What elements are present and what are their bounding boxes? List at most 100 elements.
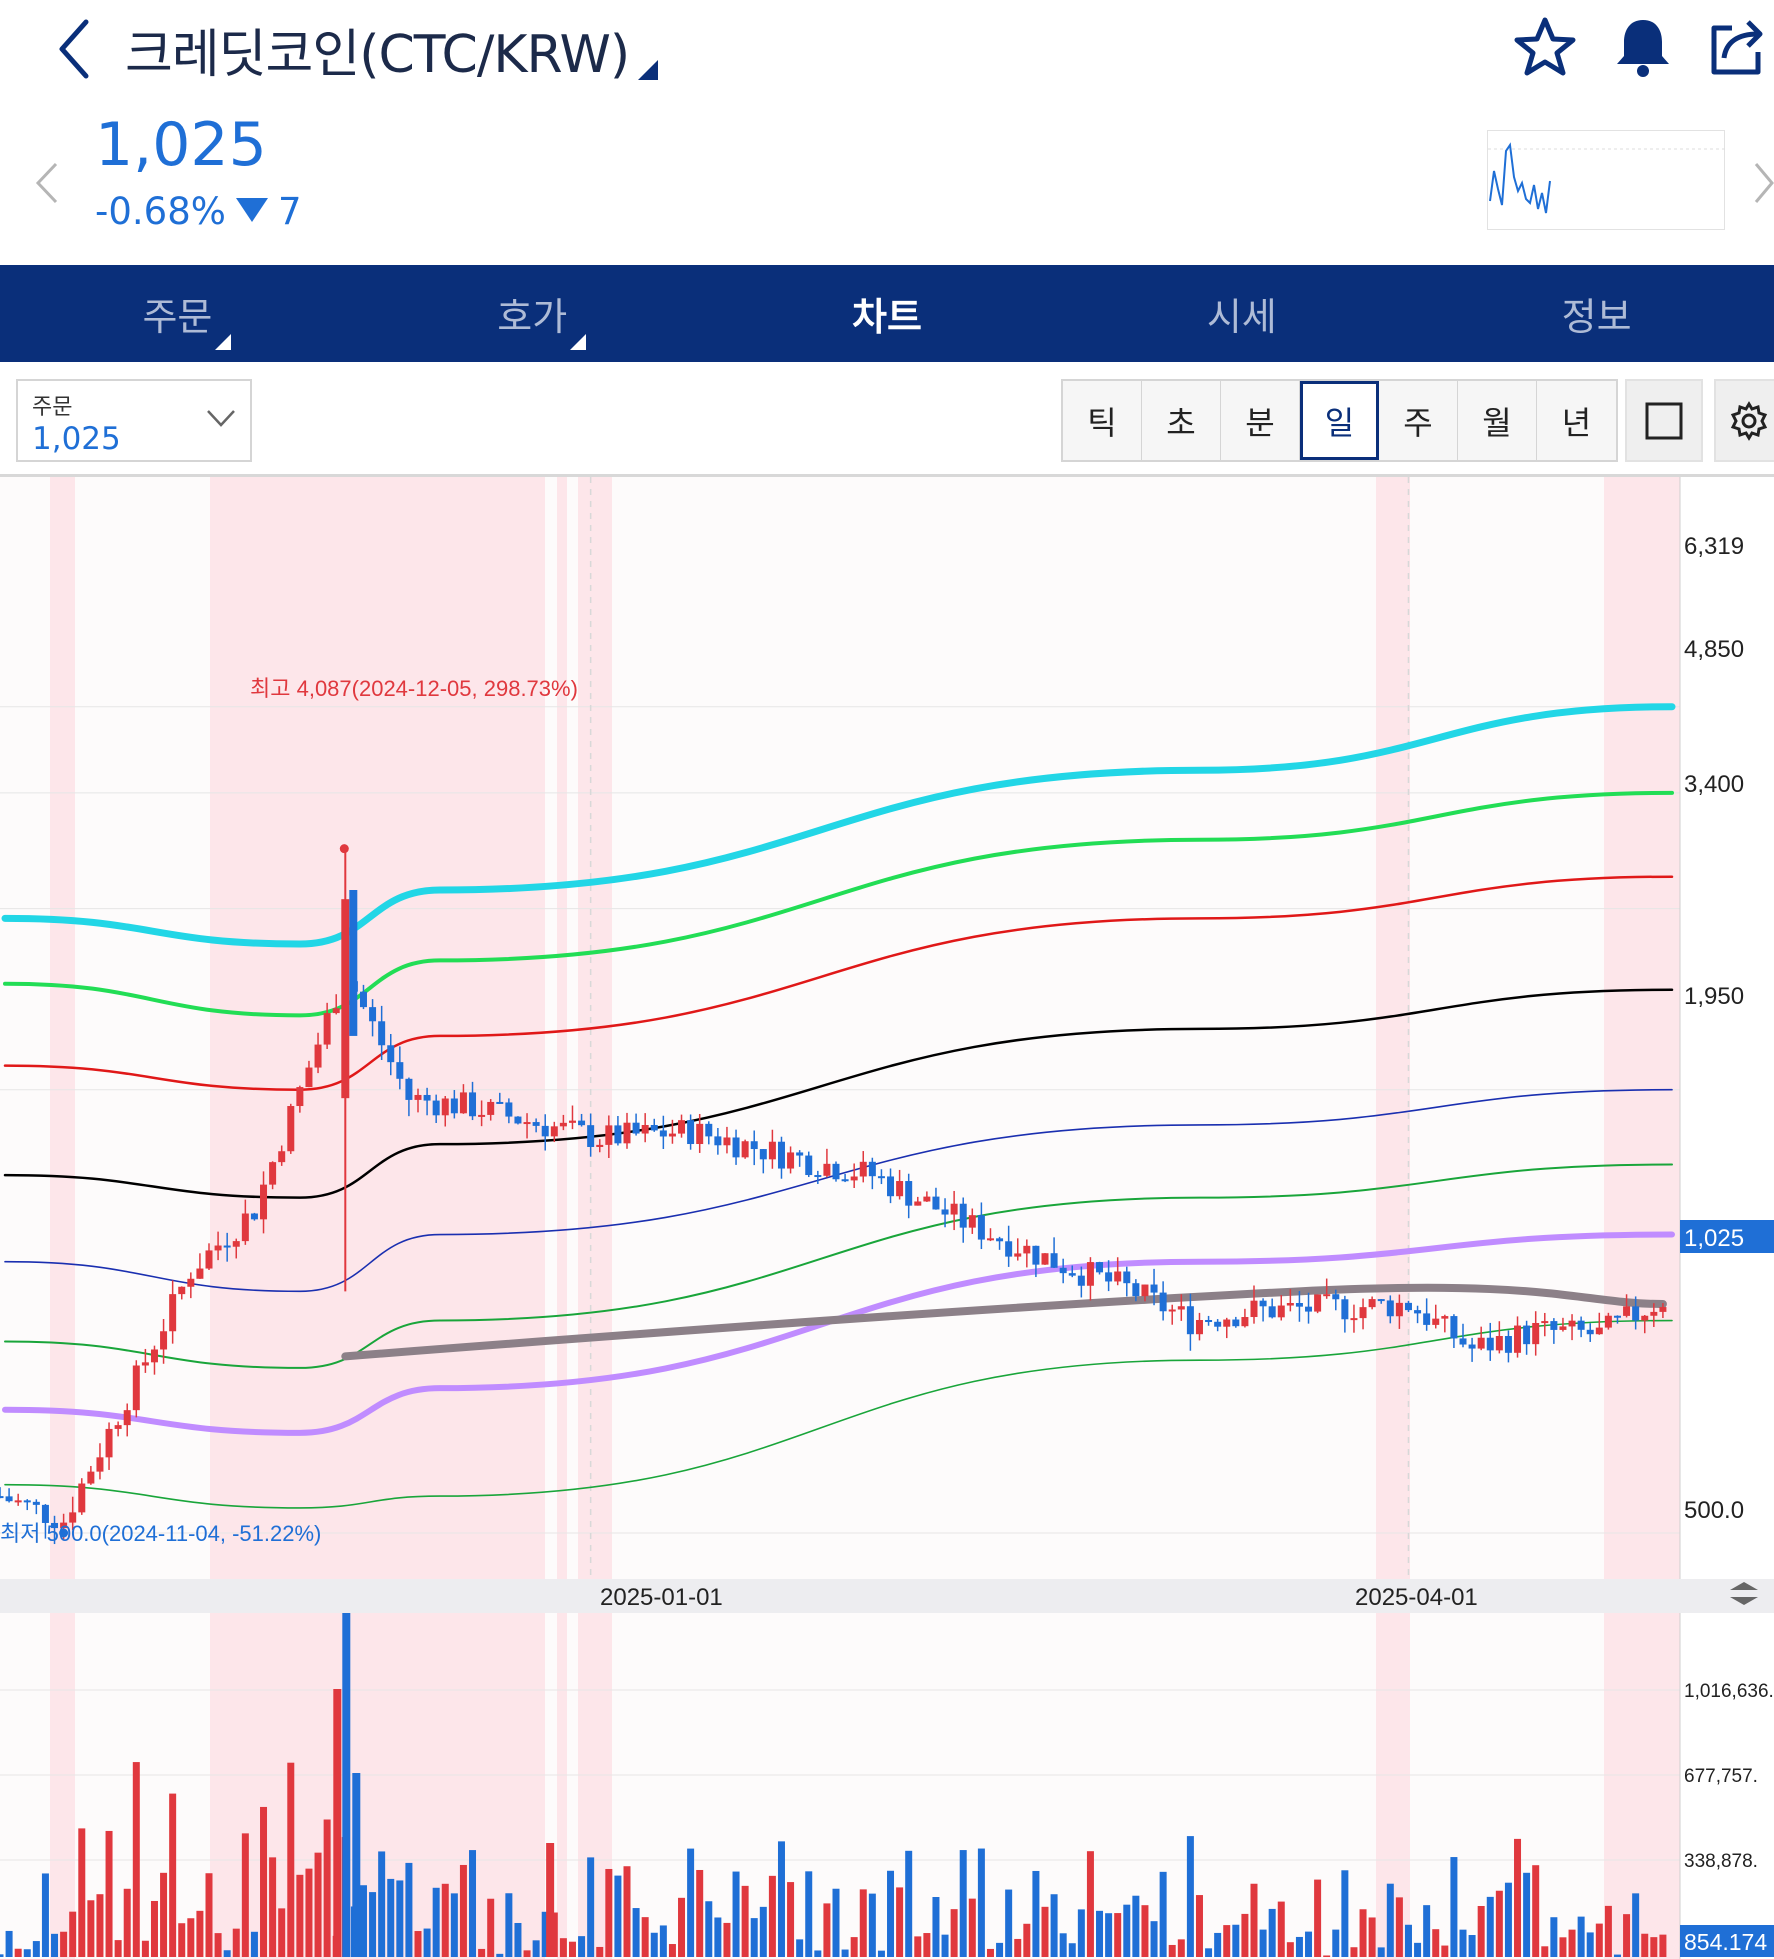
volume-bar <box>296 1874 304 1957</box>
next-arrow-icon[interactable] <box>1752 158 1774 208</box>
mini-chart[interactable] <box>1487 130 1726 230</box>
volume-bar <box>1186 1836 1194 1957</box>
volume-bar <box>796 1939 804 1957</box>
period-day[interactable]: 일 <box>1300 381 1379 460</box>
volume-bar <box>650 1932 658 1957</box>
volume-bar <box>1068 1943 1076 1957</box>
volume-bar <box>696 1869 704 1957</box>
volume-current-label: 854.174 <box>1684 1929 1767 1955</box>
volume-bar <box>1423 1905 1431 1957</box>
volume-bar <box>896 1887 904 1957</box>
volume-bar <box>986 1948 994 1957</box>
candle-body <box>1132 1283 1140 1297</box>
candle-body <box>1523 1325 1531 1345</box>
resize-handle-icon[interactable] <box>1730 1582 1758 1605</box>
candle-body <box>314 1044 322 1068</box>
volume-bar <box>60 1931 68 1957</box>
date-axis-strip <box>0 1579 1774 1613</box>
volume-bar <box>469 1850 477 1957</box>
candle-body <box>532 1122 540 1126</box>
candle-body <box>51 1522 59 1529</box>
volume-bar <box>587 1857 595 1957</box>
volume-bar <box>1305 1931 1313 1957</box>
candle-body <box>1613 1315 1621 1318</box>
volume-bar <box>1486 1896 1494 1957</box>
volume-bar <box>160 1872 168 1957</box>
volume-bar <box>405 1862 413 1957</box>
period-week[interactable]: 주 <box>1379 381 1458 460</box>
order-select[interactable]: 주문 1,025 <box>16 379 252 462</box>
candle-body <box>1295 1303 1303 1307</box>
volume-bar <box>1314 1879 1322 1957</box>
back-icon[interactable] <box>50 14 100 84</box>
volume-bar <box>287 1762 295 1957</box>
volume-bar <box>1514 1838 1522 1957</box>
volume-bar <box>877 1950 885 1957</box>
volume-bar <box>1595 1923 1603 1957</box>
tab-order[interactable]: 주문 <box>0 265 355 362</box>
bell-icon[interactable] <box>1608 12 1678 82</box>
period-tick[interactable]: 틱 <box>1063 381 1142 460</box>
tab-market[interactable]: 시세 <box>1064 265 1419 362</box>
volume-bar <box>169 1793 177 1957</box>
volume-bar <box>41 1873 49 1957</box>
volume-bar <box>859 1889 867 1957</box>
tab-info[interactable]: 정보 <box>1419 265 1774 362</box>
y-tick-label: 500.0 <box>1684 1497 1744 1524</box>
prev-arrow-icon[interactable] <box>32 158 62 208</box>
candle-body <box>1377 1299 1385 1302</box>
volume-bar <box>223 1950 231 1957</box>
candle-body <box>223 1245 231 1248</box>
volume-bar <box>123 1888 131 1957</box>
candle-body <box>114 1425 122 1429</box>
candle-body <box>841 1179 849 1182</box>
volume-bar <box>1232 1924 1240 1957</box>
volume-bar <box>914 1936 922 1957</box>
volume-bar <box>1477 1905 1485 1957</box>
volume-bar <box>387 1878 395 1957</box>
volume-bar <box>1223 1925 1231 1957</box>
candle-body <box>1105 1272 1113 1282</box>
volume-bar <box>641 1917 649 1957</box>
period-minute[interactable]: 분 <box>1221 381 1300 460</box>
candle-body <box>1305 1306 1313 1312</box>
volume-bar <box>250 1931 258 1957</box>
x-tick-label: 2025-04-01 <box>1355 1584 1478 1611</box>
star-icon[interactable] <box>1510 12 1580 82</box>
volume-bar <box>1341 1870 1349 1957</box>
share-icon[interactable] <box>1702 12 1772 82</box>
candle-body <box>1123 1271 1131 1284</box>
candle-body <box>1386 1300 1394 1317</box>
title-dropdown-icon[interactable] <box>638 60 658 80</box>
candle-body <box>650 1124 658 1131</box>
layout-button[interactable] <box>1625 379 1703 462</box>
chart-controls: 주문 1,025 틱 초 분 일 주 월 년 <box>0 362 1774 477</box>
candle-body <box>1586 1329 1594 1335</box>
period-second[interactable]: 초 <box>1142 381 1221 460</box>
candle-body <box>278 1151 286 1163</box>
price-chart[interactable]: 6,319 4,850 3,400 1,950 500.0 1,025 최고 4… <box>0 477 1774 1959</box>
tab-chart[interactable]: 차트 <box>710 265 1065 362</box>
current-price: 1,025 <box>95 110 267 180</box>
candle-body <box>1214 1321 1222 1327</box>
settings-button[interactable] <box>1714 379 1774 462</box>
volume-bar <box>1404 1924 1412 1957</box>
volume-bar <box>832 1888 840 1957</box>
tab-orderbook[interactable]: 호가 <box>355 265 710 362</box>
candle-body <box>1150 1284 1158 1293</box>
volume-bar <box>87 1900 95 1957</box>
candle-body <box>1277 1305 1285 1318</box>
candle-body <box>877 1176 885 1179</box>
candle-body <box>905 1181 913 1206</box>
candle-body <box>1350 1318 1358 1321</box>
candle-body <box>1005 1241 1013 1257</box>
period-month[interactable]: 월 <box>1458 381 1537 460</box>
volume-bar <box>1205 1948 1213 1957</box>
page-title[interactable]: 크레딧코인(CTC/KRW) <box>125 25 630 85</box>
candle-body <box>1541 1321 1549 1324</box>
candle-body <box>787 1152 795 1169</box>
period-year[interactable]: 년 <box>1537 381 1616 460</box>
volume-bar <box>1450 1857 1458 1957</box>
volume-bar <box>23 1949 31 1957</box>
candle-body <box>950 1203 958 1215</box>
